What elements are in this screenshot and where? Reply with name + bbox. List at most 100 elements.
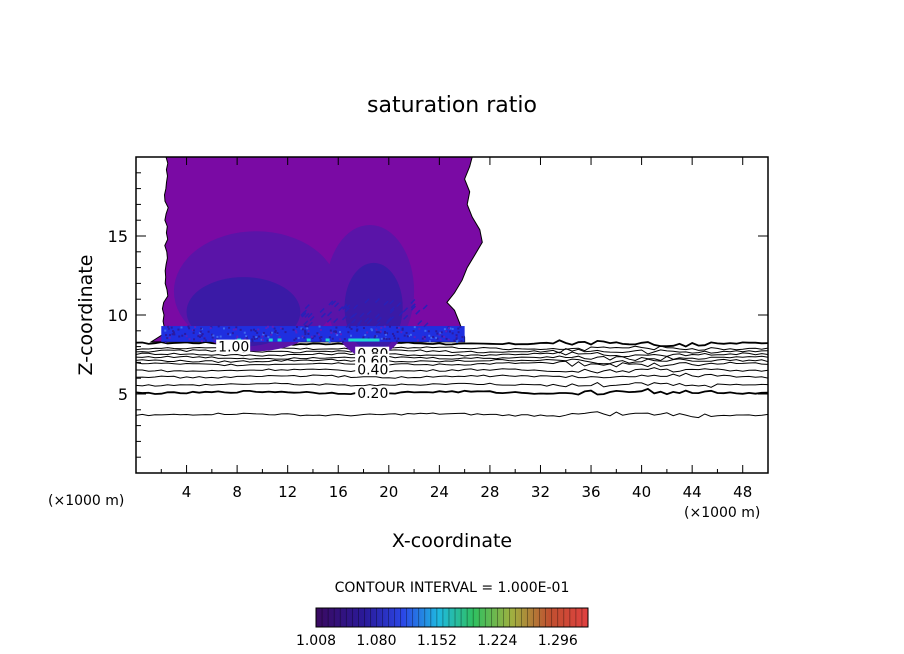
x-tick-label: 40 xyxy=(632,483,651,501)
speckle xyxy=(362,336,365,339)
streak xyxy=(304,304,310,310)
speckle xyxy=(383,332,386,335)
streak xyxy=(342,304,348,310)
x-axis-label: X-coordinate xyxy=(392,530,512,552)
streak xyxy=(403,307,409,313)
speckle xyxy=(422,335,425,338)
speckle xyxy=(318,336,321,339)
x-tick-label: 16 xyxy=(329,483,348,501)
streak xyxy=(345,304,351,310)
speckle xyxy=(355,329,358,332)
speckle xyxy=(306,325,309,328)
x-tick-label: 28 xyxy=(480,483,499,501)
contour-line xyxy=(136,367,768,374)
speckle xyxy=(428,334,431,337)
speckle xyxy=(406,335,409,338)
speckle xyxy=(211,333,214,336)
speckle xyxy=(200,340,203,343)
speckle xyxy=(383,325,386,328)
speckle xyxy=(350,327,353,330)
speckle xyxy=(320,336,323,339)
speckle xyxy=(297,337,300,340)
speckle xyxy=(178,335,181,338)
speckle xyxy=(209,327,212,330)
speckle xyxy=(252,335,255,338)
speckle xyxy=(436,332,439,335)
streak xyxy=(396,302,402,308)
speckle xyxy=(440,331,443,334)
x-tick-label: 20 xyxy=(379,483,398,501)
speckle xyxy=(448,330,451,333)
speckle xyxy=(295,331,298,334)
speckle xyxy=(261,335,264,338)
speckle xyxy=(304,325,307,328)
speckle xyxy=(219,335,222,338)
streak xyxy=(376,316,382,322)
speckle xyxy=(339,338,342,341)
speckle xyxy=(207,330,210,333)
y-axis-label: Z-coordinate xyxy=(75,255,97,376)
speckle xyxy=(385,338,388,341)
streak xyxy=(342,303,348,309)
speckle xyxy=(255,336,258,339)
speckle xyxy=(192,332,195,335)
streak xyxy=(355,322,361,328)
speckle xyxy=(294,329,297,332)
streak xyxy=(326,317,332,323)
streak xyxy=(364,298,370,304)
speckle xyxy=(403,334,406,337)
speckle xyxy=(401,328,404,331)
speckle xyxy=(260,338,263,341)
streak xyxy=(301,312,307,318)
speckle xyxy=(313,335,316,338)
y-tick-label: 15 xyxy=(108,227,128,246)
chart-title: saturation ratio xyxy=(367,93,537,118)
speckle xyxy=(405,331,408,334)
speckle xyxy=(301,335,304,338)
x-unit-right: (×1000 m) xyxy=(684,505,760,521)
streak xyxy=(422,304,428,310)
speckle xyxy=(427,330,430,333)
streak xyxy=(423,322,429,328)
colorbar-stripes xyxy=(321,608,583,627)
speckle xyxy=(278,336,281,339)
speckle xyxy=(227,332,230,335)
speckle xyxy=(203,337,206,340)
speckle xyxy=(257,328,260,331)
speckle xyxy=(256,331,259,334)
speckle xyxy=(310,335,313,338)
speckle xyxy=(457,327,460,330)
streak xyxy=(389,306,395,312)
streak xyxy=(415,309,421,315)
speckle xyxy=(251,338,254,341)
high-value-spot xyxy=(277,338,282,342)
speckle xyxy=(281,327,284,330)
colorbar-tick-label: 1.080 xyxy=(356,633,396,649)
speckle xyxy=(451,327,454,330)
speckle xyxy=(280,327,283,330)
speckle xyxy=(435,330,438,333)
plot-area: 1.000.800.600.400.20 xyxy=(136,157,768,419)
speckle xyxy=(364,334,367,337)
colorbar-tick-label: 1.008 xyxy=(296,633,336,649)
speckle xyxy=(366,331,369,334)
streak xyxy=(357,319,363,325)
speckle xyxy=(300,327,303,330)
speckle xyxy=(164,341,167,344)
speckle xyxy=(181,334,184,337)
colorbar-tick-label: 1.152 xyxy=(417,633,457,649)
streak xyxy=(352,312,358,318)
speckle xyxy=(386,332,389,335)
speckle xyxy=(377,331,380,334)
speckle xyxy=(304,330,307,333)
x-tick-label: 4 xyxy=(182,483,192,501)
speckle xyxy=(348,326,351,329)
speckle xyxy=(198,331,201,334)
streak xyxy=(389,299,395,305)
speckle xyxy=(451,332,454,335)
speckle xyxy=(319,339,322,342)
speckle xyxy=(167,325,170,328)
x-axis: 4 8 12 16 20 24 28 32 36 40 44 48 xyxy=(160,157,752,501)
speckle xyxy=(294,337,297,340)
speckle xyxy=(193,338,196,341)
